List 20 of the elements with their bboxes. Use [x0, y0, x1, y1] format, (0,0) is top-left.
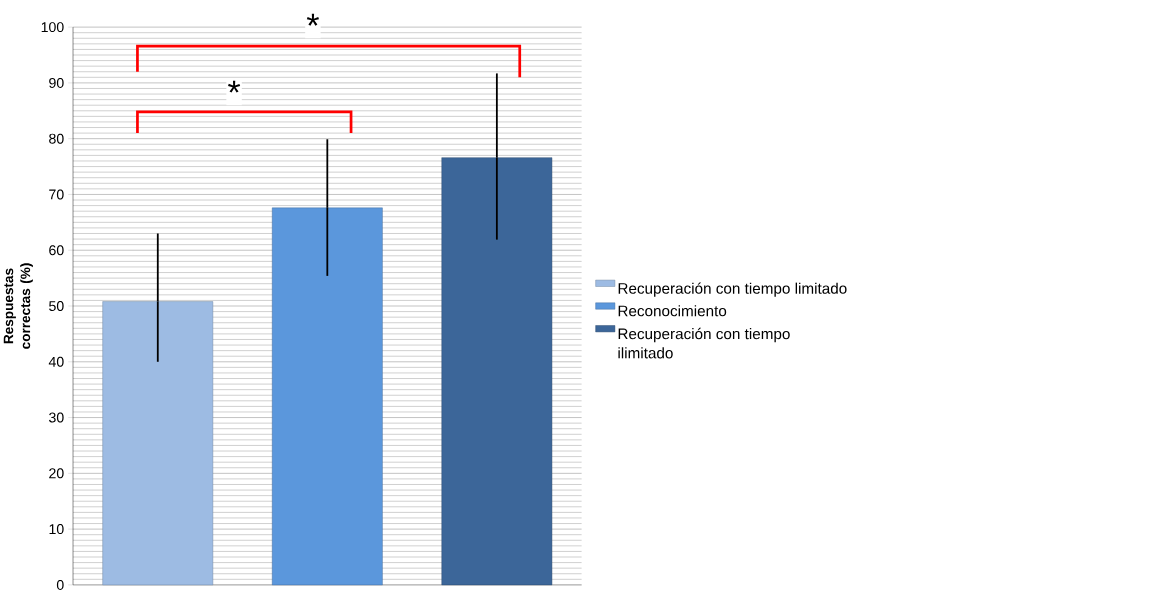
bar: [271, 207, 383, 586]
y-tick-label: 40: [48, 356, 64, 367]
legend-label: Reconocimiento: [618, 305, 727, 317]
y-tick-label: 20: [49, 468, 64, 479]
y-tick-label: 0: [56, 579, 64, 590]
text: *: [306, 13, 319, 26]
legend-label: Recuperación con tiempo limitado: [618, 282, 847, 297]
y-tick-label: 100: [41, 22, 64, 33]
annotation: *: [228, 80, 241, 93]
y-tick-label: 50: [49, 300, 64, 311]
y-tick-label: 60: [49, 245, 64, 256]
y-tick-label: 90: [49, 77, 64, 88]
y-tick-label: 10: [49, 524, 64, 535]
y-tick-label: 70: [49, 189, 64, 200]
legend-label: Recuperación con tiempo ilimitado: [618, 327, 790, 359]
y-tick-label: 80: [49, 133, 64, 144]
bar: [441, 157, 553, 586]
y-axis-title: Respuestas correctas (%): [3, 263, 33, 349]
y-tick-label: 30: [49, 412, 64, 423]
bar: [102, 301, 214, 586]
